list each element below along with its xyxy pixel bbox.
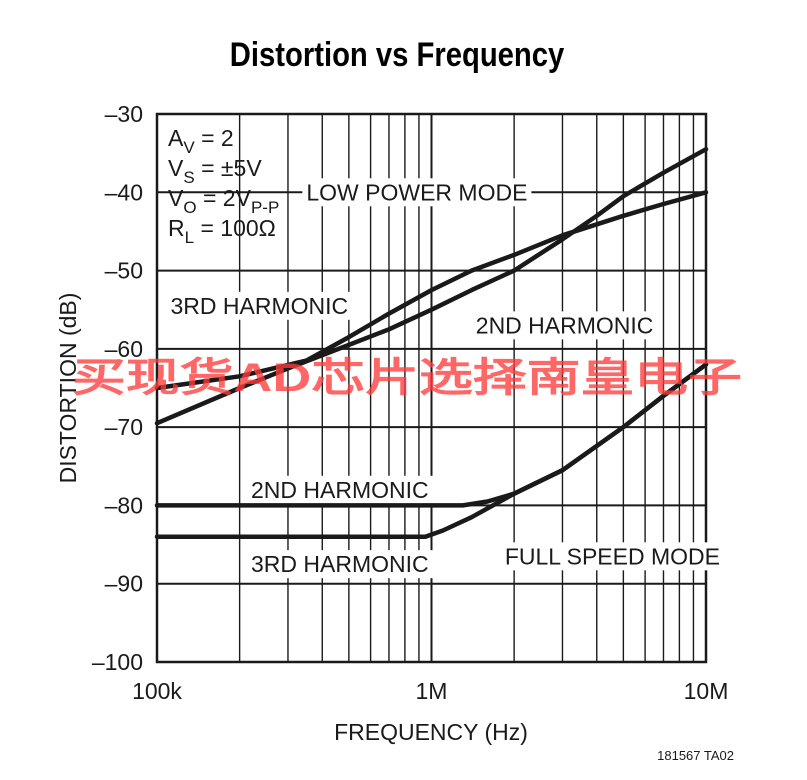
x-tick-label: 1M: [416, 678, 448, 704]
x-tick-label: 10M: [684, 678, 729, 704]
y-tick-label: –70: [105, 414, 143, 440]
condition-line: VS = ±5V: [168, 155, 262, 187]
annotation-background: [471, 311, 658, 340]
x-tick-labels: 100k 1M 10M: [132, 678, 728, 704]
curve-annotation: LOW POWER MODE: [306, 179, 527, 205]
series-line-full-3rd: [154, 362, 709, 539]
series-line-low-3rd: [154, 190, 709, 391]
series-line-low-2nd: [154, 146, 709, 426]
y-tick-label: –100: [92, 649, 143, 675]
annotation-background: [246, 475, 433, 504]
curve-annotation: 2ND HARMONIC: [476, 312, 654, 338]
annotation-background: [302, 178, 532, 207]
curve-annotation: 3RD HARMONIC: [251, 551, 429, 577]
curve-annotation: 3RD HARMONIC: [171, 293, 349, 319]
y-tick-label: –40: [105, 179, 143, 205]
y-tick-label: –60: [105, 336, 143, 362]
annotations-layer: LOW POWER MODE 3RD HARMONIC 2ND HARMONIC 2N…: [166, 178, 724, 579]
x-tick-label: 100k: [132, 678, 182, 704]
curve-annotation: FULL SPEED MODE: [505, 543, 720, 569]
figure-id: 181567 TA02: [657, 748, 734, 763]
annotation-background: [166, 291, 353, 320]
y-tick-labels: –30 –40 –50 –60 –70 –80 –90 –100: [92, 101, 143, 675]
y-tick-label: –90: [105, 571, 143, 597]
chart-title: Distortion vs Frequency: [230, 35, 565, 74]
x-axis-label: FREQUENCY (Hz): [334, 719, 528, 745]
series-layer: [154, 146, 709, 539]
y-axis-label: DISTORTION (dB): [55, 293, 81, 484]
condition-line: VO = 2VP-P: [168, 185, 279, 217]
watermark-text: 买现货AD芯片选择南皇电子: [72, 356, 742, 400]
condition-line: RL = 100Ω: [168, 215, 276, 247]
curve-annotation: 2ND HARMONIC: [251, 477, 429, 503]
y-tick-label: –80: [105, 492, 143, 518]
annotation-background: [246, 550, 433, 579]
y-tick-label: –30: [105, 101, 143, 127]
y-tick-label: –50: [105, 258, 143, 284]
annotation-background: [500, 542, 724, 571]
condition-line: AV = 2: [168, 125, 234, 157]
